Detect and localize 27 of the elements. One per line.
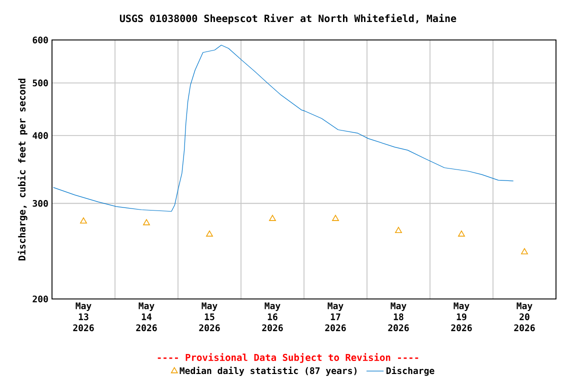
x-tick-label: May 16 2026 [262, 302, 283, 332]
y-tick-label: 500 [32, 80, 48, 86]
x-tick-label: May 19 2026 [451, 302, 472, 332]
point [206, 230, 213, 237]
y-axis-title: Discharge, cubic feet per second [18, 78, 28, 260]
point [269, 214, 276, 221]
line-series [53, 44, 514, 212]
x-tick-label: May 18 2026 [388, 302, 409, 332]
legend-label: Discharge [386, 366, 434, 376]
point [80, 217, 87, 224]
y-tick-label: 600 [32, 36, 48, 44]
point [143, 219, 150, 226]
x-tick-label: May 15 2026 [199, 302, 220, 332]
x-tick-label: May 13 2026 [73, 302, 94, 332]
point [458, 230, 465, 237]
x-tick-label: May 17 2026 [325, 302, 346, 332]
x-tick-label: May 20 2026 [514, 302, 535, 332]
x-tick-label: May 14 2026 [136, 302, 157, 332]
point [332, 214, 339, 221]
point [395, 226, 402, 234]
point [521, 248, 528, 254]
y-tick-label: 300 [32, 200, 48, 207]
text: ---- Provisional Data Subject to Revision ---- [158, 353, 418, 363]
chart-title: USGS 01038000 Sheepscot River at North Whitefield, Maine [120, 14, 456, 24]
y-tick-label: 400 [32, 132, 48, 139]
legend-label: Median daily statistic (87 years) [180, 366, 357, 376]
y-tick-label: 200 [32, 296, 48, 302]
